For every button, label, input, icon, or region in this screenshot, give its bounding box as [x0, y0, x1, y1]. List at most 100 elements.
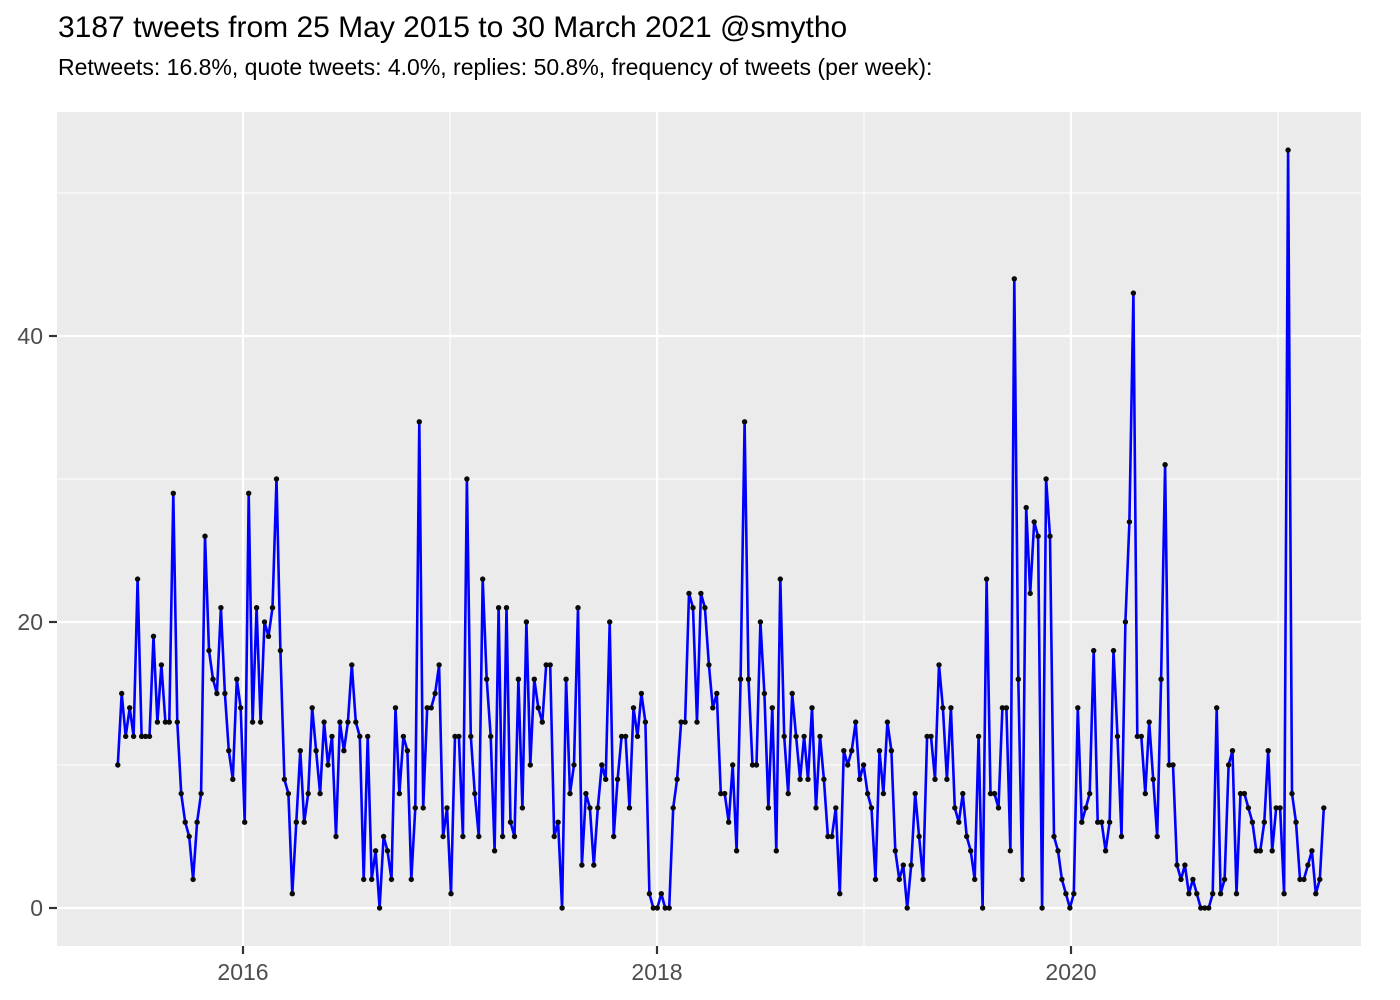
data-point [1071, 891, 1077, 897]
data-point [809, 705, 815, 711]
data-point [928, 733, 934, 740]
data-point [638, 690, 645, 697]
data-point [519, 805, 526, 811]
data-point [1273, 805, 1279, 811]
data-point [146, 733, 153, 740]
chart-header: 3187 tweets from 25 May 2015 to 30 March… [58, 10, 932, 82]
data-point [595, 805, 601, 811]
data-point [666, 905, 672, 911]
data-point [123, 733, 129, 740]
data-point [777, 576, 783, 582]
data-point [1257, 848, 1264, 854]
x-axis-label-2016: 2016 [217, 959, 268, 985]
data-point [749, 762, 756, 768]
data-point [563, 676, 569, 682]
data-point [1174, 862, 1180, 868]
data-point [400, 733, 407, 740]
data-point [1102, 848, 1109, 854]
data-point [507, 819, 514, 825]
data-point [1233, 891, 1240, 897]
data-point [491, 848, 498, 854]
data-point [218, 605, 224, 611]
data-point [396, 790, 403, 797]
data-point [682, 719, 688, 725]
data-point [856, 776, 863, 782]
data-point [845, 762, 851, 768]
data-point [194, 819, 200, 825]
data-point [690, 605, 696, 611]
data-point [1253, 848, 1260, 854]
data-point [674, 776, 680, 782]
data-point [1297, 876, 1303, 883]
data-point [460, 833, 466, 840]
data-point [412, 805, 418, 811]
data-point [730, 762, 736, 768]
data-point [488, 733, 494, 740]
data-point [1158, 676, 1164, 682]
data-point [956, 819, 962, 825]
data-point [900, 862, 906, 868]
data-point [551, 833, 557, 840]
data-point [618, 733, 625, 740]
data-point [932, 776, 938, 782]
data-point [329, 733, 335, 740]
data-point [733, 848, 740, 854]
data-point [626, 805, 633, 811]
data-point [872, 876, 879, 883]
data-point [908, 862, 914, 868]
data-point [757, 619, 764, 625]
data-point [313, 748, 319, 754]
data-point [972, 876, 978, 883]
data-point [599, 762, 605, 768]
data-point [646, 891, 653, 897]
chart-title: 3187 tweets from 25 May 2015 to 30 March… [58, 11, 848, 44]
data-point [452, 733, 458, 740]
data-point [864, 790, 871, 797]
data-point [1059, 876, 1065, 883]
data-point [1281, 891, 1287, 897]
data-point [868, 805, 875, 811]
data-point [484, 676, 490, 682]
data-point [1190, 876, 1196, 883]
data-point [337, 719, 343, 725]
data-point [134, 576, 141, 582]
data-point [853, 719, 859, 725]
y-axis-label-40: 40 [17, 323, 43, 349]
data-point [710, 705, 716, 711]
data-point [579, 862, 585, 868]
data-point [226, 748, 232, 754]
data-point [603, 776, 609, 782]
chart-subtitle: Retweets: 16.8%, quote tweets: 4.0%, rep… [58, 54, 933, 80]
data-point [1289, 790, 1295, 797]
data-point [940, 705, 946, 711]
data-point [785, 790, 791, 797]
data-point [531, 676, 537, 682]
data-point [634, 733, 641, 740]
data-point [841, 748, 847, 754]
data-point [158, 662, 165, 668]
data-point [416, 419, 422, 425]
data-point [1182, 862, 1188, 868]
data-point [127, 705, 133, 711]
data-point [991, 790, 998, 797]
data-point [737, 676, 744, 682]
data-point [1079, 819, 1085, 825]
data-point [1206, 905, 1212, 911]
data-point [999, 705, 1006, 711]
data-point [372, 848, 379, 854]
data-point [769, 705, 775, 711]
data-point [1210, 891, 1216, 897]
data-point [559, 905, 565, 911]
data-point [1214, 705, 1220, 711]
data-point [154, 719, 161, 725]
data-point [1170, 762, 1176, 768]
data-point [726, 819, 732, 825]
data-point [960, 790, 966, 797]
data-point [1011, 276, 1017, 282]
data-point [222, 690, 228, 697]
data-point [468, 733, 474, 740]
data-point [246, 490, 252, 496]
data-point [1277, 805, 1283, 811]
data-point [630, 705, 637, 711]
data-point [202, 533, 208, 539]
